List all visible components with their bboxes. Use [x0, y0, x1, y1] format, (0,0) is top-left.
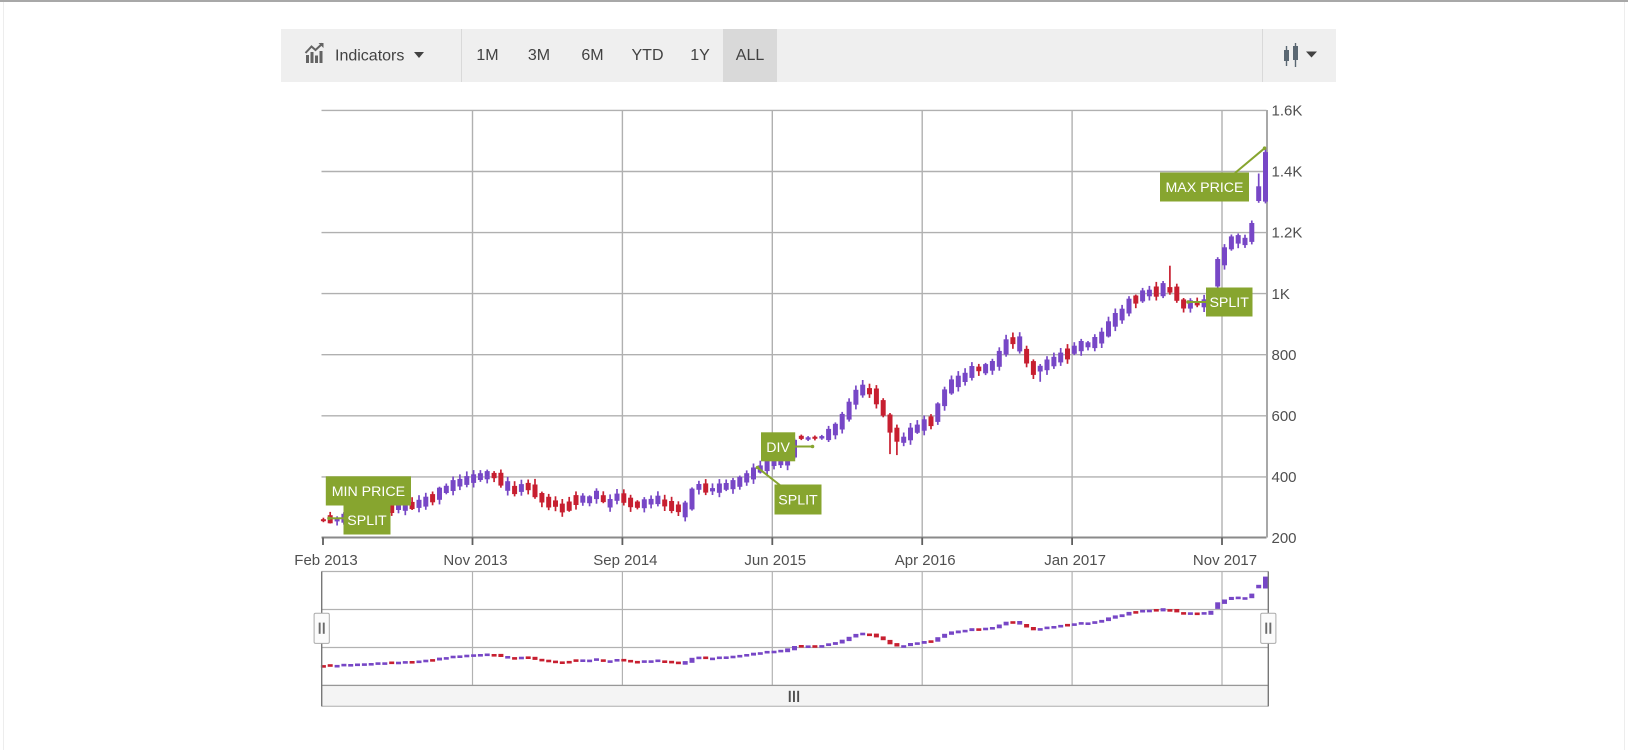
svg-text:Feb 2013: Feb 2013	[294, 552, 357, 569]
svg-text:1.4K: 1.4K	[1272, 164, 1303, 181]
svg-text:SPLIT: SPLIT	[347, 513, 387, 529]
svg-text:Sep 2014: Sep 2014	[593, 552, 657, 569]
svg-text:Nov 2013: Nov 2013	[443, 552, 507, 569]
svg-text:SPLIT: SPLIT	[778, 493, 818, 509]
svg-text:200: 200	[1272, 530, 1297, 547]
svg-text:Jan 2017: Jan 2017	[1044, 552, 1106, 569]
svg-text:MAX PRICE: MAX PRICE	[1165, 180, 1243, 196]
svg-text:MIN PRICE: MIN PRICE	[332, 484, 405, 500]
svg-text:800: 800	[1272, 347, 1297, 364]
svg-text:400: 400	[1272, 469, 1297, 486]
svg-text:1K: 1K	[1272, 286, 1290, 303]
svg-text:DIV: DIV	[766, 440, 790, 456]
svg-text:1.2K: 1.2K	[1272, 225, 1303, 242]
svg-text:1.6K: 1.6K	[1272, 103, 1303, 120]
svg-text:Apr 2016: Apr 2016	[895, 552, 956, 569]
svg-text:SPLIT: SPLIT	[1209, 295, 1249, 311]
svg-text:Nov 2017: Nov 2017	[1193, 552, 1257, 569]
svg-text:Jun 2015: Jun 2015	[744, 552, 806, 569]
svg-text:600: 600	[1272, 408, 1297, 425]
